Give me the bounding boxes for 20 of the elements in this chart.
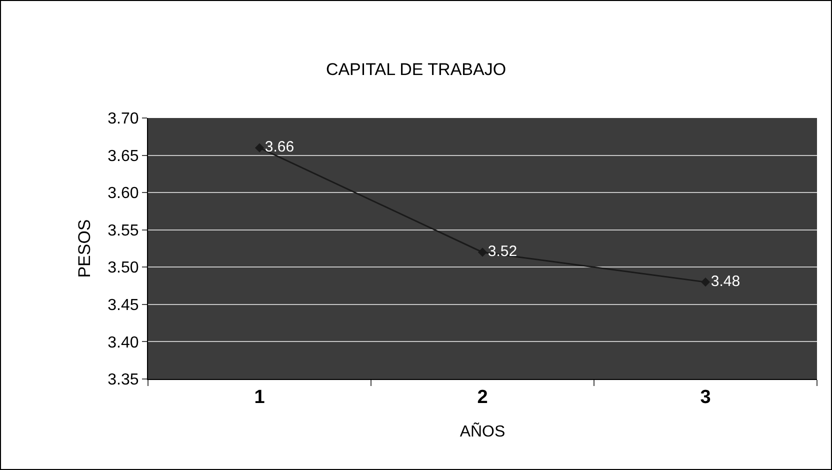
x-tick-label: 3: [700, 386, 711, 408]
y-tick-label: 3.65: [108, 148, 139, 165]
x-tick-label: 2: [477, 386, 488, 408]
chart-title: CAPITAL DE TRABAJO: [326, 60, 506, 79]
data-label: 3.52: [488, 242, 518, 260]
y-tick-label: 3.35: [108, 372, 139, 389]
point: [478, 248, 488, 257]
y-axis-title: PESOS: [75, 219, 94, 278]
y-tick-label: 3.50: [108, 260, 139, 277]
y-tick-label: 3.70: [108, 110, 139, 128]
y-tick-label: 3.45: [108, 297, 139, 314]
y-tick-label: 3.55: [108, 222, 139, 240]
x-tick-label: 1: [254, 386, 266, 408]
x-axis-title: AÑOS: [460, 422, 506, 440]
y-tick-label: 3.60: [108, 185, 139, 202]
data-label: 3.48: [710, 272, 740, 290]
point: [700, 278, 710, 287]
data-label: 3.66: [264, 138, 294, 156]
y-tick-label: 3.40: [108, 334, 139, 352]
point: [254, 143, 264, 152]
